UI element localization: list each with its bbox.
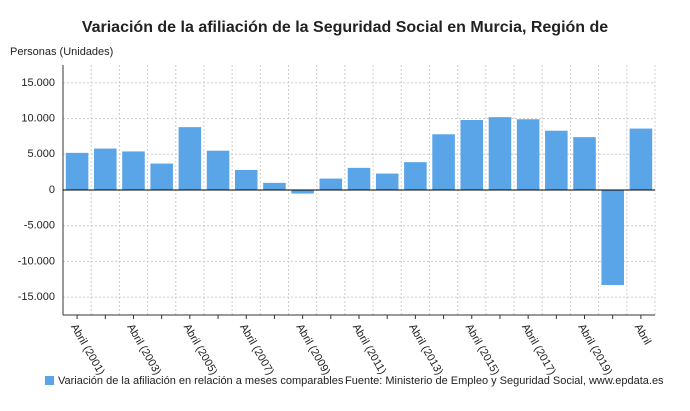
- x-tick-label: Abril (2007): [237, 322, 276, 377]
- y-tick-label: 15.000: [21, 77, 55, 89]
- bar: [150, 163, 173, 190]
- bar: [545, 130, 568, 190]
- x-tick-label: Abril (2015): [463, 322, 502, 377]
- bar: [94, 148, 117, 190]
- x-tick-label: Abril: [632, 322, 653, 347]
- y-tick-label: -5.000: [24, 220, 55, 232]
- y-axis-label: Personas (Unidades): [10, 46, 113, 58]
- legend-label: Variación de la afiliación en relación a…: [58, 375, 344, 387]
- x-tick-label: Abril (2005): [181, 322, 220, 377]
- y-tick-label: 5.000: [27, 148, 55, 160]
- bar: [432, 134, 455, 190]
- bar: [319, 178, 343, 190]
- chart-title: Variación de la afiliación de la Segurid…: [82, 19, 608, 36]
- x-tick-label: Abril (2019): [575, 322, 614, 377]
- x-tick-label: Abril (2013): [406, 322, 445, 377]
- bar: [291, 190, 314, 194]
- y-tick-label: 10.000: [21, 112, 55, 124]
- y-tick-label: 0: [49, 184, 55, 196]
- x-tick-label: Abril (2011): [350, 322, 388, 377]
- bar: [122, 151, 145, 190]
- bar: [178, 127, 202, 190]
- bar: [573, 137, 596, 190]
- source: Fuente: Ministerio de Empleo y Seguridad…: [345, 375, 664, 387]
- bar: [460, 120, 484, 190]
- x-tick-label: Abril (2003): [124, 322, 163, 377]
- bar: [234, 170, 258, 190]
- bar: [601, 190, 624, 285]
- bar: [404, 162, 427, 190]
- bar: [65, 152, 89, 190]
- x-tick-label: Abril (2009): [294, 322, 333, 377]
- bar: [347, 167, 371, 190]
- bar: [516, 119, 540, 190]
- y-tick-label: -15.000: [18, 291, 55, 303]
- x-tick-label: Abril (2017): [519, 322, 558, 377]
- bar: [263, 182, 286, 190]
- y-tick-label: -10.000: [18, 255, 55, 267]
- bar: [375, 173, 399, 190]
- x-tick-label: Abril (2001): [68, 322, 107, 377]
- legend-swatch: [45, 376, 54, 385]
- bar: [206, 150, 230, 190]
- bar: [488, 117, 512, 190]
- bar: [629, 128, 653, 190]
